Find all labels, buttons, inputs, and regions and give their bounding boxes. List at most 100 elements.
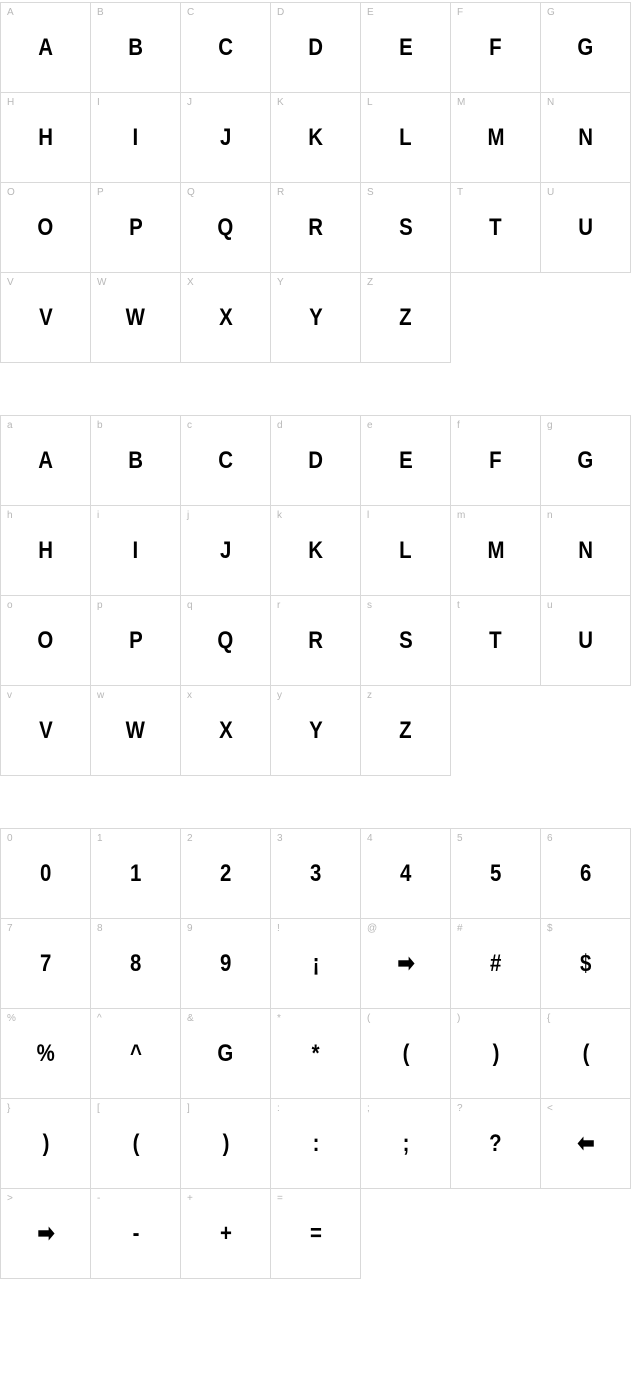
- cell-glyph: +: [220, 1222, 231, 1246]
- cell-glyph: V: [39, 719, 52, 743]
- cell-glyph: ): [492, 1042, 498, 1066]
- cell-label: g: [547, 420, 553, 431]
- cell-glyph: X: [219, 719, 232, 743]
- glyph-cell: [(: [91, 1099, 181, 1189]
- cell-glyph: ¡: [312, 952, 318, 976]
- cell-glyph: ): [222, 1132, 228, 1156]
- glyph-cell: !¡: [271, 919, 361, 1009]
- glyph-cell: rR: [271, 596, 361, 686]
- cell-glyph: S: [399, 216, 412, 240]
- glyph-cell: yY: [271, 686, 361, 776]
- cell-label: 4: [367, 833, 373, 844]
- cell-glyph: W: [126, 719, 145, 743]
- glyph-cell: eE: [361, 416, 451, 506]
- cell-glyph: (: [582, 1042, 588, 1066]
- cell-label: q: [187, 600, 193, 611]
- glyph-cell: dD: [271, 416, 361, 506]
- cell-label: J: [187, 97, 192, 108]
- glyph-cell: 55: [451, 829, 541, 919]
- cell-glyph: U: [578, 216, 592, 240]
- cell-glyph: ): [42, 1132, 48, 1156]
- cell-glyph: *: [312, 1042, 320, 1066]
- glyph-cell: LL: [361, 93, 451, 183]
- cell-label: X: [187, 277, 194, 288]
- cell-label: b: [97, 420, 103, 431]
- cell-glyph: =: [310, 1222, 321, 1246]
- cell-label: u: [547, 600, 553, 611]
- cell-glyph: O: [38, 216, 53, 240]
- cell-glyph: O: [38, 629, 53, 653]
- cell-label: &: [187, 1013, 194, 1024]
- cell-glyph: E: [399, 36, 412, 60]
- cell-glyph: Z: [399, 719, 411, 743]
- glyph-cell: ^^: [91, 1009, 181, 1099]
- glyph-cell: tT: [451, 596, 541, 686]
- cell-label: 7: [7, 923, 13, 934]
- cell-label: Y: [277, 277, 284, 288]
- glyph-cell: 66: [541, 829, 631, 919]
- cell-glyph: V: [39, 306, 52, 330]
- cell-label: B: [97, 7, 104, 18]
- glyph-cell: QQ: [181, 183, 271, 273]
- cell-label: O: [7, 187, 15, 198]
- cell-label: Z: [367, 277, 373, 288]
- glyph-cell: aA: [1, 416, 91, 506]
- glyph-cell: %%: [1, 1009, 91, 1099]
- cell-glyph: T: [489, 216, 501, 240]
- glyph-cell: ##: [451, 919, 541, 1009]
- section-uppercase: AABBCCDDEEFFGGHHIIJJKKLLMMNNOOPPQQRRSSTT…: [0, 2, 631, 363]
- cell-glyph: H: [38, 126, 52, 150]
- cell-label: #: [457, 923, 463, 934]
- cell-glyph: 5: [490, 862, 501, 886]
- glyph-cell: WW: [91, 273, 181, 363]
- cell-glyph: 6: [580, 862, 591, 886]
- cell-label: -: [97, 1193, 100, 1204]
- cell-label: c: [187, 420, 192, 431]
- glyph-cell: BB: [91, 3, 181, 93]
- glyph-cell: }): [1, 1099, 91, 1189]
- cell-label: H: [7, 97, 14, 108]
- cell-glyph: M: [487, 126, 504, 150]
- cell-label: 6: [547, 833, 553, 844]
- glyph-cell: MM: [451, 93, 541, 183]
- glyph-cell: 22: [181, 829, 271, 919]
- cell-label: N: [547, 97, 554, 108]
- cell-label: R: [277, 187, 284, 198]
- glyph-cell: DD: [271, 3, 361, 93]
- cell-glyph: 9: [220, 952, 231, 976]
- cell-glyph: G: [218, 1042, 233, 1066]
- glyph-cell: gG: [541, 416, 631, 506]
- glyph-cell: **: [271, 1009, 361, 1099]
- cell-label: h: [7, 510, 13, 521]
- cell-label: ?: [457, 1103, 463, 1114]
- glyph-cell: --: [91, 1189, 181, 1279]
- cell-glyph: ?: [489, 1132, 501, 1156]
- cell-label: 3: [277, 833, 283, 844]
- glyph-cell: UU: [541, 183, 631, 273]
- cell-glyph: N: [578, 126, 592, 150]
- glyph-cell: JJ: [181, 93, 271, 183]
- cell-glyph: $: [580, 952, 591, 976]
- cell-label: W: [97, 277, 106, 288]
- glyph-cell: 00: [1, 829, 91, 919]
- section-lowercase: aAbBcCdDeEfFgGhHiIjJkKlLmMnNoOpPqQrRsStT…: [0, 415, 631, 776]
- cell-label: i: [97, 510, 99, 521]
- glyph-cell: YY: [271, 273, 361, 363]
- glyph-cell: FF: [451, 3, 541, 93]
- cell-glyph: %: [37, 1042, 55, 1066]
- cell-label: =: [277, 1193, 283, 1204]
- cell-glyph: -: [132, 1222, 138, 1246]
- cell-glyph: N: [578, 539, 592, 563]
- cell-glyph: ^: [130, 1042, 141, 1066]
- cell-label: K: [277, 97, 284, 108]
- cell-glyph: I: [133, 126, 138, 150]
- glyph-cell: AA: [1, 3, 91, 93]
- glyph-cell: PP: [91, 183, 181, 273]
- cell-glyph: C: [218, 449, 232, 473]
- cell-label: @: [367, 923, 377, 934]
- glyph-cell: ::: [271, 1099, 361, 1189]
- glyph-cell: uU: [541, 596, 631, 686]
- cell-glyph: E: [399, 449, 412, 473]
- cell-label: V: [7, 277, 14, 288]
- cell-glyph: P: [129, 216, 142, 240]
